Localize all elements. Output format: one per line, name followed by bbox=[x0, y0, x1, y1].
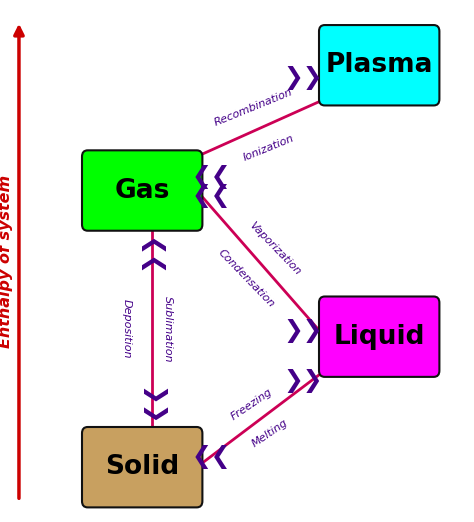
Text: Ionization: Ionization bbox=[241, 133, 295, 163]
Text: Plasma: Plasma bbox=[326, 52, 433, 78]
Text: ❯❯: ❯❯ bbox=[283, 66, 323, 90]
Text: ❮❮: ❮❮ bbox=[191, 445, 231, 469]
Text: Freezing: Freezing bbox=[229, 387, 274, 422]
FancyBboxPatch shape bbox=[82, 427, 202, 507]
Text: ❮❮: ❮❮ bbox=[191, 184, 231, 208]
Text: ❯❯: ❯❯ bbox=[283, 369, 323, 393]
Text: Deposition: Deposition bbox=[122, 299, 132, 359]
Text: Solid: Solid bbox=[105, 454, 179, 480]
Text: Recombination: Recombination bbox=[212, 87, 294, 128]
FancyBboxPatch shape bbox=[319, 25, 439, 105]
Text: ❮❮: ❮❮ bbox=[191, 165, 231, 189]
Text: Liquid: Liquid bbox=[333, 324, 425, 350]
FancyBboxPatch shape bbox=[82, 150, 202, 231]
Text: Gas: Gas bbox=[115, 177, 170, 204]
Text: Sublimation: Sublimation bbox=[163, 295, 173, 362]
Text: Vaporization: Vaporization bbox=[247, 220, 303, 277]
Text: Enthalpy of system: Enthalpy of system bbox=[0, 174, 13, 348]
FancyBboxPatch shape bbox=[319, 296, 439, 377]
Text: Condensation: Condensation bbox=[216, 248, 276, 310]
Text: ❯❯: ❯❯ bbox=[283, 319, 323, 343]
Text: ❯❯: ❯❯ bbox=[140, 387, 164, 427]
Text: ❯❯: ❯❯ bbox=[140, 231, 164, 270]
Text: Melting: Melting bbox=[250, 417, 290, 449]
